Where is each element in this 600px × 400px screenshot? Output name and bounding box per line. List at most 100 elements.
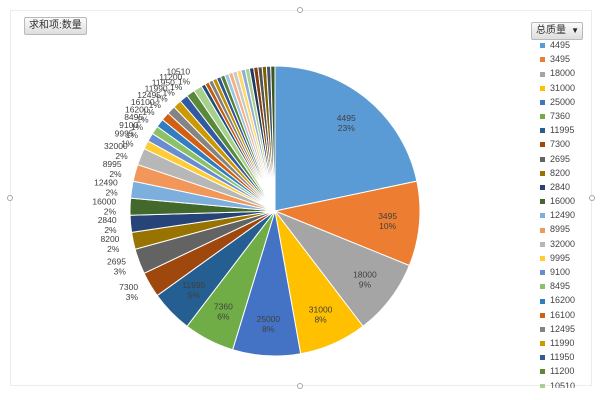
legend-swatch-icon <box>540 384 545 388</box>
legend-swatch-icon <box>540 43 545 48</box>
data-label-percent: 2% <box>105 188 118 198</box>
data-label-percent: 8% <box>262 324 275 334</box>
legend-swatch-icon <box>540 142 545 147</box>
legend-swatch-icon <box>540 72 545 77</box>
legend-label: 8995 <box>550 224 570 234</box>
data-label-value: 31000 <box>309 305 333 315</box>
legend-label: 9995 <box>550 253 570 263</box>
legend-swatch-icon <box>540 100 545 105</box>
legend-entry[interactable]: 4495 <box>540 38 598 52</box>
legend-label: 31000 <box>550 83 575 93</box>
legend-swatch-icon <box>540 128 545 133</box>
legend-entry[interactable]: 2840 <box>540 180 598 194</box>
data-label-value: 7300 <box>119 282 138 292</box>
data-label-percent: 10% <box>379 221 396 231</box>
legend-entry[interactable]: 7300 <box>540 137 598 151</box>
legend-entry[interactable]: 11950 <box>540 350 598 364</box>
legend-label: 7300 <box>550 139 570 149</box>
legend-label: 16200 <box>550 295 575 305</box>
legend-entry[interactable]: 12495 <box>540 322 598 336</box>
legend-swatch-icon <box>540 213 545 218</box>
legend-swatch-icon <box>540 114 545 119</box>
data-label-value: 8200 <box>100 234 119 244</box>
data-label-value: 10510 <box>166 67 190 77</box>
legend-label: 11995 <box>550 125 574 135</box>
legend-label: 12490 <box>550 210 575 220</box>
legend-label: 25000 <box>550 97 575 107</box>
legend-label: 7360 <box>550 111 570 121</box>
legend-swatch-icon <box>540 157 545 162</box>
data-label-value: 16000 <box>92 196 116 206</box>
data-label-value: 2840 <box>98 215 117 225</box>
legend-label: 2695 <box>550 154 570 164</box>
legend-entry[interactable]: 16000 <box>540 194 598 208</box>
legend-label: 8200 <box>550 168 570 178</box>
legend-entry[interactable]: 11995 <box>540 123 598 137</box>
legend-swatch-icon <box>540 199 545 204</box>
legend-swatch-icon <box>540 57 545 62</box>
data-label-percent: 2% <box>109 169 122 179</box>
legend-label: 11200 <box>550 366 574 376</box>
data-label-percent: 6% <box>217 312 230 322</box>
legend-label: 12495 <box>550 324 575 334</box>
data-label-percent: 2% <box>104 206 117 216</box>
legend-entry[interactable]: 2695 <box>540 152 598 166</box>
legend-label: 10510 <box>550 381 575 389</box>
legend-entry[interactable]: 11200 <box>540 364 598 378</box>
legend-entry[interactable]: 9100 <box>540 265 598 279</box>
legend-swatch-icon <box>540 270 545 275</box>
data-label-percent: 23% <box>338 123 355 133</box>
data-label-value: 7360 <box>214 302 233 312</box>
legend-label: 3495 <box>550 54 570 64</box>
legend-entry[interactable]: 18000 <box>540 66 598 80</box>
legend-swatch-icon <box>540 284 545 289</box>
data-label-value: 2695 <box>107 256 126 266</box>
legend-entry[interactable]: 16200 <box>540 293 598 307</box>
data-label-value: 3495 <box>378 211 397 221</box>
data-label-percent: 2% <box>107 244 120 254</box>
legend-swatch-icon <box>540 185 545 190</box>
legend-swatch-icon <box>540 228 545 233</box>
legend-label: 16100 <box>550 310 575 320</box>
legend-swatch-icon <box>540 256 545 261</box>
legend-entry[interactable]: 3495 <box>540 52 598 66</box>
legend-entry[interactable]: 8495 <box>540 279 598 293</box>
data-label-percent: 2% <box>115 151 128 161</box>
data-label-value: 25000 <box>256 314 280 324</box>
legend-label: 8495 <box>550 281 570 291</box>
legend-swatch-icon <box>540 355 545 360</box>
legend-label: 9100 <box>550 267 570 277</box>
data-label-percent: 1% <box>178 77 191 87</box>
legend-entry[interactable]: 8200 <box>540 166 598 180</box>
legend-label: 11990 <box>550 338 574 348</box>
legend-label: 16000 <box>550 196 575 206</box>
legend-swatch-icon <box>540 313 545 318</box>
legend-entry[interactable]: 9995 <box>540 251 598 265</box>
data-label-percent: 9% <box>359 280 372 290</box>
legend-label: 11950 <box>550 352 574 362</box>
legend-label: 4495 <box>550 40 570 50</box>
legend-entry[interactable]: 11990 <box>540 336 598 350</box>
legend-entry[interactable]: 8995 <box>540 222 598 236</box>
legend-entry[interactable]: 25000 <box>540 95 598 109</box>
data-label-percent: 3% <box>114 266 127 276</box>
legend: 4495 3495 18000 31000 25000 7360 11995 7300 2695… <box>540 38 598 388</box>
legend-label: 2840 <box>550 182 570 192</box>
data-label-value: 4495 <box>337 113 356 123</box>
data-label-percent: 5% <box>188 290 201 300</box>
legend-swatch-icon <box>540 171 545 176</box>
data-label-percent: 8% <box>314 315 327 325</box>
data-label-value: 11995 <box>182 280 205 290</box>
legend-entry[interactable]: 16100 <box>540 308 598 322</box>
legend-label: 18000 <box>550 68 575 78</box>
legend-swatch-icon <box>540 299 545 304</box>
data-label-percent: 3% <box>126 292 139 302</box>
legend-entry[interactable]: 10510 <box>540 379 598 389</box>
legend-entry[interactable]: 7360 <box>540 109 598 123</box>
legend-entry[interactable]: 32000 <box>540 237 598 251</box>
legend-swatch-icon <box>540 341 545 346</box>
legend-entry[interactable]: 31000 <box>540 81 598 95</box>
data-label-value: 18000 <box>353 270 377 280</box>
legend-entry[interactable]: 12490 <box>540 208 598 222</box>
